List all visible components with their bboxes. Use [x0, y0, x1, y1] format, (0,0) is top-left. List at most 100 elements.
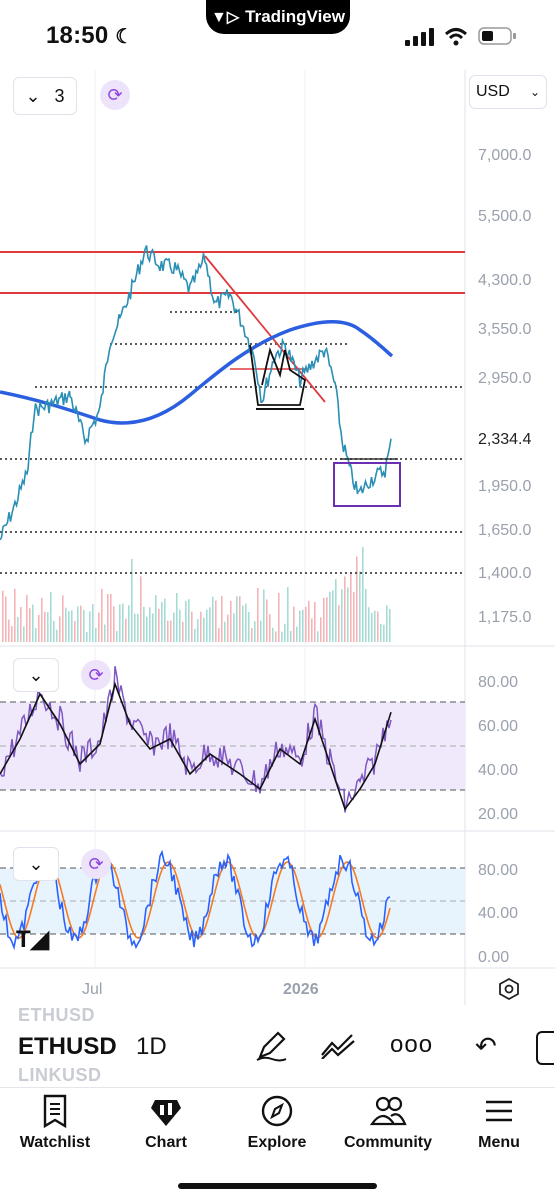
tab-bar: Watchlist Chart Explore Community Menu — [0, 1087, 555, 1201]
volume-bar — [158, 608, 160, 642]
volume-bar — [119, 604, 121, 642]
draw-pen-icon[interactable] — [254, 1029, 288, 1063]
volume-bar — [227, 614, 229, 642]
volume-bar — [5, 596, 7, 642]
layout-selector-button[interactable]: ⌄ 3 — [13, 77, 77, 115]
volume-bar — [335, 579, 337, 642]
volume-bar — [26, 594, 28, 642]
consolidation-box[interactable] — [333, 462, 401, 507]
rsi-line[interactable] — [0, 665, 392, 813]
rsi-axis[interactable]: 80.00 60.00 40.00 20.00 — [478, 674, 518, 823]
chart-area[interactable]: 7,000.0 5,500.0 4,300.0 3,550.0 2,950.0 … — [0, 70, 555, 1005]
tradingview-logo-icon: ▼▷ — [211, 9, 240, 26]
volume-bar — [185, 600, 187, 642]
price-tick: 1,650.0 — [478, 522, 531, 539]
rsi-ma-line[interactable] — [0, 681, 392, 811]
stoch-collapse-button[interactable]: ⌄ — [13, 847, 59, 881]
volume-bar — [257, 587, 259, 642]
volume-bar — [182, 621, 184, 642]
rsi-tick: 80.00 — [478, 674, 518, 691]
watchlist-icon — [43, 1094, 67, 1128]
moon-icon: ☾ — [115, 26, 134, 48]
volume-bar — [200, 611, 202, 642]
rsi-collapse-button[interactable]: ⌄ — [13, 658, 59, 692]
volume-bar — [17, 616, 19, 642]
volume-bar — [203, 617, 205, 642]
volume-bar — [74, 621, 76, 642]
volume-bar — [275, 631, 277, 642]
volume-bar — [206, 609, 208, 642]
time-axis[interactable]: Jul 2026 — [82, 981, 319, 998]
volume-bar — [293, 606, 295, 642]
price-tick: 1,400.0 — [478, 565, 531, 582]
tab-explore[interactable]: Explore — [222, 1094, 332, 1152]
moving-average-line[interactable] — [0, 320, 394, 425]
volume-bar — [23, 626, 25, 642]
tab-watchlist[interactable]: Watchlist — [0, 1094, 110, 1152]
volume-bar — [2, 590, 4, 642]
clock: 18:50 ☾ — [46, 22, 134, 49]
volume-bar — [359, 571, 361, 642]
volume-bar — [386, 605, 388, 642]
undo-icon[interactable]: ↶ — [475, 1031, 497, 1061]
volume-bar — [242, 605, 244, 642]
interval-button[interactable]: 1D — [136, 1033, 167, 1060]
rsi-tick: 20.00 — [478, 806, 518, 823]
tab-label: Menu — [478, 1134, 520, 1151]
fullscreen-icon[interactable] — [536, 1031, 554, 1065]
stoch-sync-button[interactable]: ⟳ — [81, 849, 111, 879]
volume-bar — [65, 607, 67, 642]
signal-icon — [405, 28, 434, 46]
indicators-icon[interactable] — [320, 1033, 356, 1059]
volume-bar — [353, 591, 355, 642]
sync-button[interactable]: ⟳ — [100, 80, 130, 110]
tab-community[interactable]: Community — [333, 1094, 443, 1152]
volume-bar — [260, 620, 262, 642]
stoch-k-line[interactable] — [0, 849, 391, 951]
volume-bar — [101, 588, 103, 642]
time-label: Jul — [82, 981, 102, 998]
volume-bar — [338, 605, 340, 642]
volume-bar — [350, 572, 352, 642]
volume-bar — [224, 621, 226, 642]
volume-bar — [314, 602, 316, 642]
volume-bar — [35, 628, 37, 642]
volume-bar — [323, 597, 325, 642]
volume-bar — [77, 606, 79, 642]
stoch-tick: 0.00 — [478, 949, 509, 966]
volume-bar — [80, 605, 82, 642]
currency-select[interactable]: USD ⌄ — [469, 75, 547, 109]
tab-chart[interactable]: Chart — [111, 1094, 221, 1152]
volume-bar — [41, 598, 43, 642]
volume-bar — [95, 628, 97, 642]
tab-menu[interactable]: Menu — [444, 1094, 554, 1152]
price-axis[interactable]: 7,000.0 5,500.0 4,300.0 3,550.0 2,950.0 … — [478, 147, 531, 626]
volume-bar — [296, 626, 298, 642]
volume-bar — [284, 623, 286, 642]
price-tick: 1,175.0 — [478, 609, 531, 626]
volume-bar — [212, 596, 214, 642]
volume-bar — [290, 630, 292, 642]
volume-bar — [104, 624, 106, 642]
more-options-icon[interactable]: ooo — [390, 1031, 434, 1058]
app-badge-label: TradingView — [245, 7, 345, 26]
trend-line[interactable] — [204, 255, 326, 403]
home-indicator — [178, 1183, 377, 1189]
volume-bar — [380, 624, 382, 642]
volume-bar — [50, 592, 52, 642]
volume-bar — [125, 618, 127, 642]
volume-bar — [164, 598, 166, 642]
volume-bar — [191, 611, 193, 642]
stoch-axis[interactable]: 80.00 40.00 0.00 — [478, 862, 518, 966]
volume-bar — [194, 628, 196, 642]
symbol-button[interactable]: ETHUSD — [18, 1033, 117, 1060]
battery-icon — [478, 27, 516, 45]
volume-bar — [56, 629, 58, 642]
rsi-sync-button[interactable]: ⟳ — [81, 660, 111, 690]
drawn-pattern[interactable] — [249, 344, 307, 406]
volume-bar — [305, 606, 307, 642]
price-line[interactable] — [0, 245, 392, 541]
settings-hexagon-icon[interactable] — [499, 977, 519, 1001]
volume-bar — [122, 603, 124, 642]
volume-bar — [152, 613, 154, 642]
